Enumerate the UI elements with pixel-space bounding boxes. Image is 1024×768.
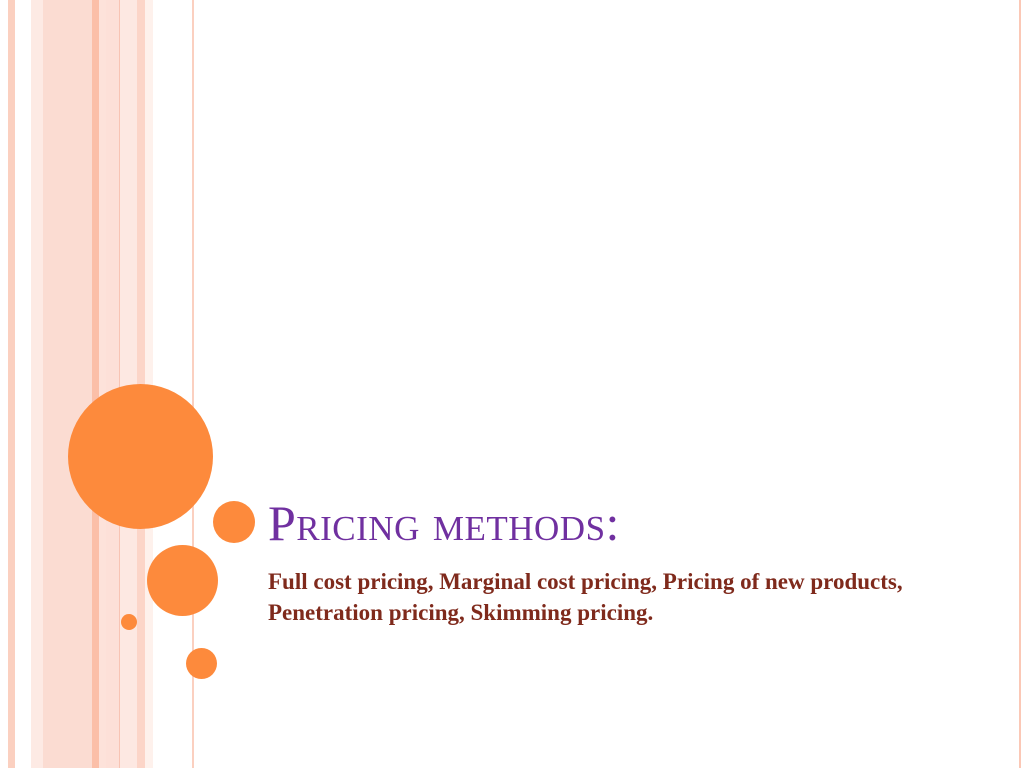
slide-subtitle: Full cost pricing, Marginal cost pricing… <box>268 569 903 625</box>
circle-small <box>186 648 217 679</box>
slide-title: Pricing methods: <box>268 495 620 551</box>
circle-medium <box>147 545 218 616</box>
circle-large <box>68 384 213 529</box>
circle-title-bullet <box>213 501 255 543</box>
circle-tiny <box>121 614 137 630</box>
